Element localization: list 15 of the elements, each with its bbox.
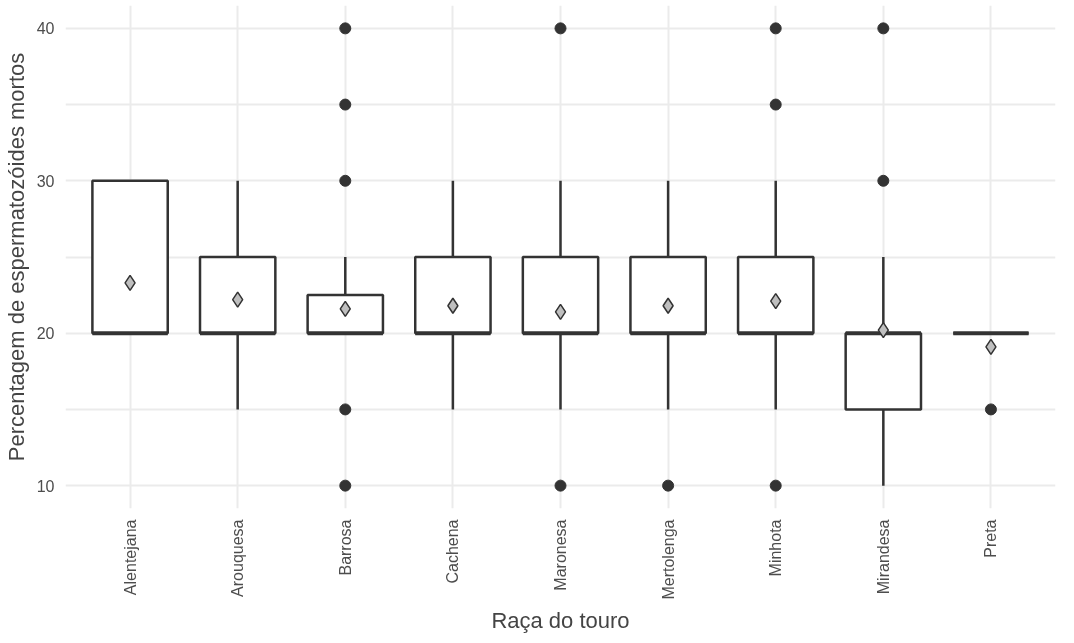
y-tick-label: 20	[36, 325, 55, 343]
x-axis-title: Raça do touro	[491, 607, 630, 633]
x-tick-label: Maronesa	[552, 519, 569, 591]
x-tick-label: Cachena	[444, 519, 462, 584]
y-axis-title: Percentagem de espermatozóides mortos	[3, 52, 29, 462]
x-tick-label: Mertolenga	[659, 519, 677, 600]
x-tick-label: Mirandesa	[874, 519, 892, 595]
y-tick-label: 10	[36, 477, 55, 495]
x-tick-label: Minhota	[767, 519, 785, 577]
x-tick-label: Alentejana	[121, 519, 139, 596]
y-tick-label: 30	[36, 172, 55, 190]
x-tick-label: Preta	[982, 519, 1000, 558]
x-tick-label: Arouquesa	[229, 519, 247, 597]
x-tick-label: Barrosa	[336, 519, 354, 576]
y-tick-label: 40	[36, 20, 55, 38]
